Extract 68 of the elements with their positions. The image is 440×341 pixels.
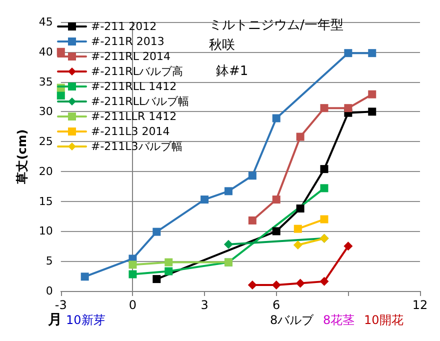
legend-label: #-211RL 2014 — [91, 50, 170, 63]
point — [224, 187, 232, 196]
point — [128, 270, 137, 278]
x-tick-label: -3 — [54, 298, 67, 312]
y-tick-label: 40 — [38, 45, 53, 58]
x-tick-label: 12 — [412, 298, 428, 312]
point — [272, 227, 280, 236]
y-tick-label: 15 — [38, 194, 53, 208]
point — [320, 165, 328, 174]
point — [272, 196, 280, 204]
x-tick-label: 6 — [272, 298, 280, 312]
point — [224, 240, 233, 249]
text: 10開花 — [364, 313, 404, 327]
legend-label: #-211L3バルブ幅 — [91, 140, 182, 153]
point — [248, 280, 257, 290]
point — [320, 184, 328, 192]
y-tick-label: 45 — [38, 16, 53, 28]
x-axis-title: 月 — [47, 312, 62, 328]
point — [56, 92, 65, 100]
point — [294, 224, 302, 233]
legend-label: #-211RLLバルブ幅 — [91, 95, 190, 108]
legend-label: #-211 2012 — [91, 20, 157, 33]
point — [152, 275, 161, 284]
point — [128, 260, 137, 269]
legend-label: #-211LLR 1412 — [91, 110, 177, 123]
point — [152, 228, 161, 236]
point — [296, 278, 305, 288]
y-tick-label: 20 — [38, 164, 53, 178]
legend-label: #-211R 2013 — [91, 35, 164, 48]
text: 秋咲 — [209, 38, 235, 53]
point — [272, 280, 281, 290]
point — [200, 196, 209, 204]
point — [368, 108, 376, 116]
point — [344, 49, 352, 58]
point — [368, 90, 376, 98]
y-tick-label: 35 — [38, 75, 53, 88]
point — [320, 104, 328, 112]
legend-label: #-211RLバルブ高 — [91, 65, 183, 78]
point — [320, 215, 328, 224]
point — [80, 272, 89, 281]
point — [296, 204, 304, 213]
legend-label: #-211RLL 1412 — [91, 80, 177, 93]
legend-label: #-211L3 2014 — [91, 125, 170, 138]
point — [320, 276, 329, 286]
point — [56, 48, 65, 56]
chart-title: ミルトニジウム/一年型 — [209, 18, 344, 33]
y-tick-label: 30 — [38, 105, 53, 118]
text: 10新芽 — [66, 313, 106, 327]
annotation: 鉢#1 — [216, 64, 248, 79]
y-tick-label: 10 — [38, 224, 53, 238]
point — [248, 216, 256, 224]
y-tick-label: 5 — [46, 254, 53, 268]
y-tick-label: 25 — [38, 135, 53, 148]
point — [293, 240, 302, 250]
y-axis-title: 草丈(cm) — [15, 129, 29, 185]
point — [272, 114, 280, 122]
point — [344, 104, 352, 112]
point — [344, 242, 353, 251]
text: 8バルブ — [270, 313, 315, 327]
point — [164, 258, 173, 266]
point — [164, 267, 173, 276]
point — [296, 132, 304, 141]
x-tick-label: 0 — [128, 298, 137, 312]
x-tick-label: 3 — [200, 298, 208, 312]
point — [368, 49, 376, 58]
y-tick-label: 0 — [46, 284, 53, 298]
text: 8花茎 — [323, 313, 355, 327]
point — [248, 172, 256, 180]
